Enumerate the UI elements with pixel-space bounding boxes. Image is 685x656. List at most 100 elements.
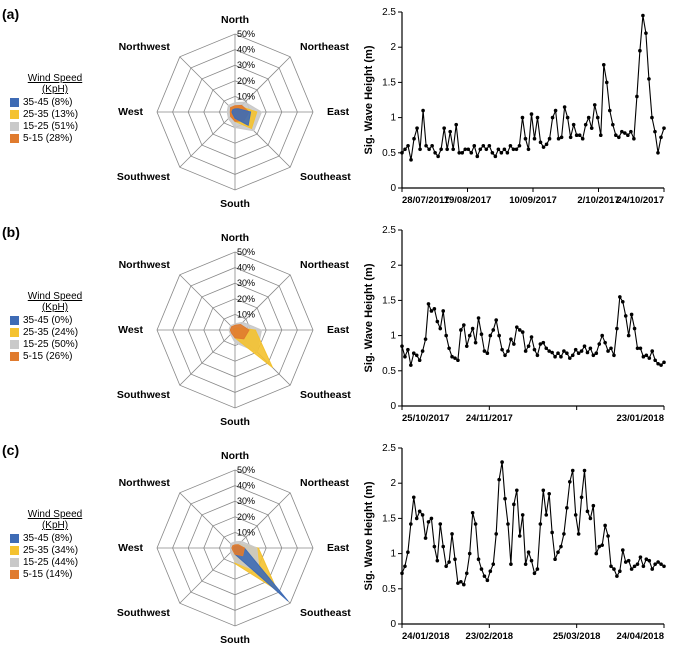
svg-text:1: 1 — [390, 331, 396, 342]
radar-chart: 0%10%20%30%40%50%NorthNortheastEastSouth… — [100, 0, 360, 218]
legend-label: 35-45 (8%) — [23, 533, 72, 544]
svg-text:20%: 20% — [237, 512, 255, 522]
svg-text:West: West — [118, 542, 143, 554]
svg-text:20%: 20% — [237, 76, 255, 86]
svg-text:Northeast: Northeast — [300, 41, 350, 53]
svg-text:1: 1 — [390, 113, 396, 124]
svg-text:1.5: 1.5 — [382, 513, 396, 524]
svg-text:1: 1 — [390, 549, 396, 560]
svg-text:Northeast: Northeast — [300, 259, 350, 271]
svg-text:Southwest: Southwest — [117, 389, 171, 401]
svg-text:Northeast: Northeast — [300, 477, 350, 489]
svg-text:1.5: 1.5 — [382, 295, 396, 306]
legend-item: 25-35 (13%) — [10, 109, 100, 120]
legend: Wind Speed(KpH) 35-45 (0%)25-35 (24%)15-2… — [10, 291, 100, 363]
legend-title: Wind Speed(KpH) — [10, 291, 100, 313]
legend-item: 35-45 (8%) — [10, 533, 100, 544]
svg-text:50%: 50% — [237, 29, 255, 39]
legend-swatch — [10, 570, 19, 579]
svg-text:Southeast: Southeast — [300, 171, 351, 183]
svg-text:South: South — [220, 416, 250, 428]
legend-label: 5-15 (28%) — [23, 133, 72, 144]
svg-text:24/10/2017: 24/10/2017 — [616, 195, 664, 206]
legend-label: 25-35 (34%) — [23, 545, 78, 556]
legend-item: 5-15 (26%) — [10, 351, 100, 362]
legend-swatch — [10, 558, 19, 567]
line-chart: 0 0.5 1 1.5 2 2.5 25/10/2017 24/11/2017 23/01/20… — [360, 222, 670, 432]
legend-item: 35-45 (8%) — [10, 97, 100, 108]
svg-text:24/04/2018: 24/04/2018 — [616, 631, 664, 642]
svg-text:Southwest: Southwest — [117, 171, 171, 183]
svg-text:West: West — [118, 324, 143, 336]
svg-text:Sig. Wave Height (m): Sig. Wave Height (m) — [363, 263, 375, 372]
legend-item: 25-35 (34%) — [10, 545, 100, 556]
legend-swatch — [10, 110, 19, 119]
legend: Wind Speed(KpH)35-45 (8%)25-35 (34%)15-2… — [10, 509, 100, 581]
legend-item: 15-25 (51%) — [10, 121, 100, 132]
svg-text:0: 0 — [390, 619, 396, 630]
line-chart: 00.511.522.528/07/201719/08/201710/09/20… — [360, 4, 670, 214]
svg-text:North: North — [221, 14, 249, 26]
legend-item: 15-25 (44%) — [10, 557, 100, 568]
svg-text:1.5: 1.5 — [382, 77, 396, 88]
svg-text:Sig. Wave Height (m): Sig. Wave Height (m) — [363, 481, 375, 590]
svg-text:50%: 50% — [237, 247, 255, 257]
legend-swatch — [10, 122, 19, 131]
svg-text:25/03/2018: 25/03/2018 — [553, 631, 601, 642]
svg-text:2: 2 — [390, 42, 396, 53]
svg-text:2.5: 2.5 — [382, 7, 396, 18]
svg-text:0: 0 — [390, 401, 396, 412]
legend-swatch — [10, 340, 19, 349]
legend-label: 15-25 (44%) — [23, 557, 78, 568]
svg-text:2.5: 2.5 — [382, 443, 396, 454]
svg-text:2/10/2017: 2/10/2017 — [577, 195, 619, 206]
svg-text:10%: 10% — [237, 309, 255, 319]
svg-text:20%: 20% — [237, 294, 255, 304]
radar-chart: 0%10%20%30%40%50%NorthNortheastEastSouth… — [100, 436, 360, 654]
panel-a: (a) Wind Speed(KpH)35-45 (8%)25-35 (13%)1… — [0, 0, 685, 218]
svg-text:North: North — [221, 450, 249, 462]
legend-item: 5-15 (28%) — [10, 133, 100, 144]
svg-text:0.5: 0.5 — [382, 366, 396, 377]
legend-item: 25-35 (24%) — [10, 327, 100, 338]
legend-swatch — [10, 98, 19, 107]
legend-item: 15-25 (50%) — [10, 339, 100, 350]
panel-c: (c)Wind Speed(KpH)35-45 (8%)25-35 (34%)1… — [0, 436, 685, 654]
svg-text:23/01/2018: 23/01/2018 — [616, 413, 664, 424]
svg-text:40%: 40% — [237, 263, 255, 273]
svg-text:25/10/2017: 25/10/2017 — [402, 413, 450, 424]
svg-text:South: South — [220, 634, 250, 646]
legend: Wind Speed(KpH)35-45 (8%)25-35 (13%)15-2… — [10, 73, 100, 145]
svg-text:2.5: 2.5 — [382, 225, 396, 236]
svg-text:2: 2 — [390, 260, 396, 271]
svg-text:24/11/2017: 24/11/2017 — [466, 413, 513, 424]
svg-text:Northwest: Northwest — [119, 41, 171, 53]
svg-text:30%: 30% — [237, 278, 255, 288]
legend-item: 5-15 (14%) — [10, 569, 100, 580]
svg-text:Southeast: Southeast — [300, 607, 351, 619]
panel-label: (a) — [2, 6, 19, 22]
svg-text:30%: 30% — [237, 496, 255, 506]
panel-label: (b) — [2, 224, 20, 240]
legend-swatch — [10, 134, 19, 143]
legend-label: 25-35 (24%) — [23, 327, 78, 338]
svg-text:Southeast: Southeast — [300, 389, 351, 401]
legend-swatch — [10, 546, 19, 555]
svg-text:0: 0 — [390, 183, 396, 194]
svg-text:2: 2 — [390, 478, 396, 489]
legend-item: 35-45 (0%) — [10, 315, 100, 326]
svg-text:West: West — [118, 106, 143, 118]
svg-text:East: East — [327, 324, 350, 336]
legend-label: 35-45 (0%) — [23, 315, 72, 326]
svg-text:0.5: 0.5 — [382, 148, 396, 159]
legend-swatch — [10, 534, 19, 543]
svg-text:Northwest: Northwest — [119, 259, 171, 271]
legend-swatch — [10, 328, 19, 337]
svg-text:10/09/2017: 10/09/2017 — [509, 195, 557, 206]
legend-swatch — [10, 352, 19, 361]
svg-text:East: East — [327, 106, 350, 118]
legend-swatch — [10, 316, 19, 325]
svg-text:10%: 10% — [237, 91, 255, 101]
svg-text:19/08/2017: 19/08/2017 — [444, 195, 492, 206]
svg-text:0.5: 0.5 — [382, 584, 396, 595]
